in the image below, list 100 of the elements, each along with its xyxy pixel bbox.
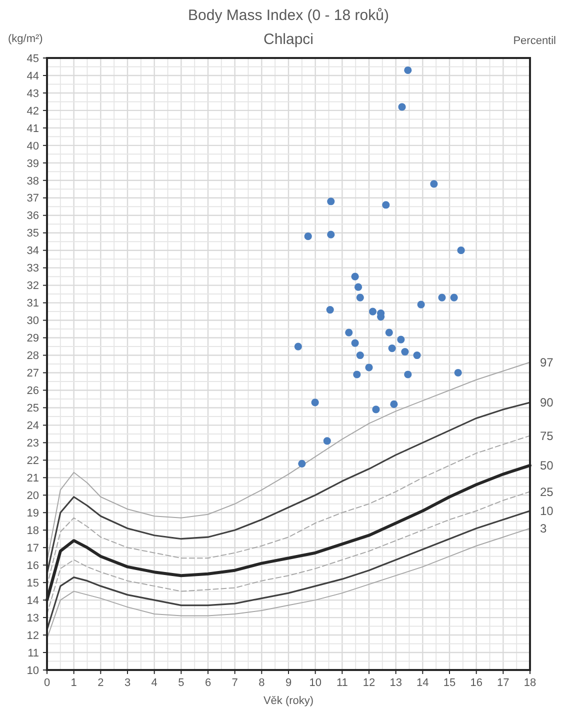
y-tick-label: 24 [26,420,39,432]
x-tick-label: 0 [44,677,50,689]
y-tick-label: 25 [26,402,39,415]
x-tick-label: 18 [524,677,536,689]
point [327,198,335,206]
y-tick-label: 43 [26,88,39,100]
y-tick-label: 33 [26,262,39,275]
chart-title: Body Mass Index (0 - 18 roků) [188,7,389,24]
x-tick-label: 5 [178,677,184,689]
x-axis-title: Věk (roky) [263,695,314,707]
x-tick-label: 10 [309,677,322,689]
series-label: 3 [540,522,547,536]
y-tick-label: 27 [26,368,39,380]
point [385,328,393,336]
x-tick-label: 11 [336,677,348,689]
y-tick-label: 15 [26,577,39,590]
point [351,339,359,347]
point [450,294,458,302]
point [356,294,364,302]
series-label: 75 [540,428,554,443]
x-tick-label: 3 [124,677,131,689]
point [345,328,353,336]
point [368,308,377,316]
point [401,348,409,356]
x-tick-label: 16 [470,677,482,689]
x-tick-label: 9 [285,677,292,689]
point [351,272,359,280]
point [304,232,312,240]
x-tick-label: 8 [258,677,265,689]
x-tick-label: 4 [151,677,158,689]
y-tick-label: 11 [28,647,39,660]
point [323,437,331,445]
y-axis-title: (kg/m²) [8,33,43,45]
x-tick-label: 17 [497,677,510,689]
point [388,344,396,352]
y-tick-label: 38 [26,175,39,188]
y-tick-label: 34 [26,245,39,258]
point [390,400,398,408]
y-tick-label: 41 [26,122,39,135]
point [311,398,319,406]
point [404,370,412,378]
y-tick-label: 32 [26,280,39,292]
y-tick-label: 39 [26,158,39,170]
y-tick-label: 26 [26,385,39,398]
y-tick-label: 31 [26,298,39,310]
point [397,336,405,344]
x-tick-label: 2 [98,677,104,689]
series-label: 50 [540,458,554,473]
line-series [46,402,531,575]
point [457,246,465,254]
point [438,294,446,302]
point [298,460,306,468]
series-label: 97 [540,355,554,370]
y-tick-label: 10 [26,664,39,677]
point [353,370,361,378]
y-tick-label: 29 [26,332,39,345]
y-tick-label: 16 [26,560,39,572]
y-tick-label: 12 [26,630,39,642]
chart-subtitle: Chlapci [263,31,314,48]
line-series [46,528,530,640]
point [365,364,373,372]
y-tick-label: 28 [26,350,39,362]
series-label: 10 [540,504,554,518]
y-tick-label: 14 [26,594,39,607]
x-tick-label: 7 [232,677,238,689]
x-tick-label: 12 [362,677,376,689]
point [356,351,364,360]
y-tick-label: 23 [26,438,39,450]
line-series [46,510,531,631]
y-tick-label: 21 [26,472,39,485]
y-tick-label: 17 [26,542,39,554]
y-tick-label: 36 [26,210,39,222]
point [398,103,406,111]
y-tick-label: 40 [26,140,39,152]
y-tick-label: 35 [26,228,39,240]
series-label: 90 [540,396,554,410]
y-tick-label: 13 [26,612,39,624]
y-tick-label: 30 [26,315,39,328]
y-tick-label: 18 [26,524,39,537]
point [327,230,335,238]
point [372,406,380,414]
x-tick-label: 1 [70,677,77,689]
y-tick-label: 37 [26,192,39,205]
x-tick-label: 13 [390,677,402,689]
point [454,368,462,377]
y-tick-label: 22 [26,455,39,468]
y2-axis-title: Percentil [513,35,556,47]
point [417,300,425,308]
y-tick-label: 19 [26,507,39,520]
point [354,283,362,291]
point [326,306,334,314]
point [404,66,412,74]
y-tick-label: 45 [26,52,39,65]
point [413,351,421,360]
x-tick-label: 6 [204,677,212,689]
point [430,180,438,188]
y-tick-label: 44 [26,70,39,82]
point [294,342,302,350]
y-tick-label: 20 [26,490,39,502]
point [382,201,390,209]
